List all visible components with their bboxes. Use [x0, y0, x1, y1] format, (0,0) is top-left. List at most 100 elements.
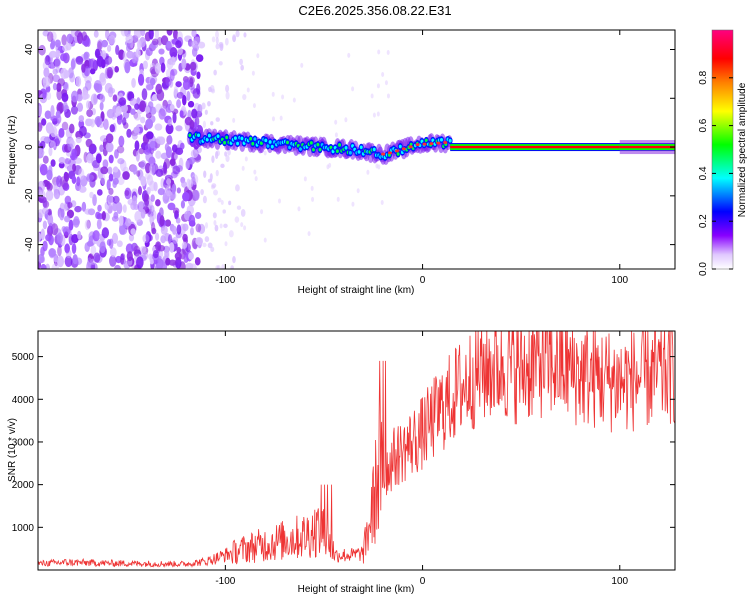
noise-fringe-blob	[239, 58, 243, 66]
noise-blob	[89, 191, 94, 199]
head-track-peak	[298, 147, 302, 151]
carrier-core-end	[619, 145, 675, 149]
noise-blob	[118, 215, 124, 226]
sparse-noise-blob	[334, 119, 338, 125]
noise-blob	[112, 201, 118, 212]
noise-blob	[114, 65, 120, 73]
noise-fringe-blob	[215, 169, 219, 177]
head-track-peak	[309, 141, 313, 145]
noise-fringe-blob	[211, 183, 217, 189]
sparse-noise-blob	[251, 70, 255, 76]
noise-blob	[145, 112, 152, 119]
noise-blob	[118, 135, 125, 147]
noise-blob	[118, 97, 127, 106]
noise-blob	[99, 144, 105, 153]
noise-blob	[115, 105, 122, 116]
noise-blob	[183, 252, 189, 264]
noise-blob	[107, 166, 113, 175]
noise-fringe-blob	[208, 86, 212, 93]
noise-blob	[105, 133, 114, 144]
noise-blob	[108, 187, 114, 196]
noise-blob	[42, 76, 51, 88]
spectrogram-y-tick-label: -40	[24, 237, 35, 252]
sparse-noise-blob	[366, 169, 370, 175]
noise-blob	[125, 243, 134, 254]
noise-blob	[90, 245, 97, 256]
noise-blob	[77, 230, 82, 240]
snr-x-tick-label: -100	[215, 576, 235, 587]
head-track-peak	[270, 144, 274, 149]
sparse-noise-blob	[351, 201, 355, 207]
noise-blob	[43, 67, 50, 78]
noise-blob	[155, 241, 162, 252]
noise-blob	[69, 123, 75, 134]
head-track-hot	[394, 149, 399, 153]
noise-blob	[154, 123, 163, 131]
noise-blob	[93, 94, 98, 104]
noise-blob	[95, 211, 101, 220]
spectrogram-ticks: -100 0 100 -40 -20 0 20 40	[24, 30, 675, 286]
noise-blob	[113, 211, 119, 220]
noise-blob	[78, 168, 85, 181]
noise-blob	[71, 243, 77, 254]
noise-blob	[133, 112, 141, 121]
head-track-hot	[381, 152, 386, 156]
noise-blob	[42, 92, 47, 99]
snr-x-tick-label: 100	[611, 576, 628, 587]
sparse-noise-blob	[347, 52, 351, 58]
noise-fringe-blob	[202, 242, 207, 248]
noise-blob	[139, 160, 147, 170]
sparse-noise-blob	[263, 150, 267, 156]
noise-blob	[176, 187, 181, 194]
noise-blob	[111, 232, 119, 244]
noise-fringe-blob	[204, 222, 209, 229]
noise-blob	[148, 30, 154, 40]
noise-fringe-blob	[203, 170, 207, 178]
noise-blob	[86, 240, 94, 247]
noise-fringe-blob	[200, 188, 204, 196]
noise-fringe-blob	[211, 155, 215, 164]
noise-blob	[72, 254, 78, 265]
noise-blob	[52, 68, 58, 75]
sparse-noise-blob	[220, 200, 224, 206]
noise-blob	[74, 157, 83, 164]
head-track-peak	[197, 133, 201, 138]
head-track-peak	[240, 136, 244, 141]
noise-blob	[112, 177, 119, 185]
noise-blob	[168, 259, 177, 266]
noise-blob	[75, 136, 82, 144]
head-track-peak	[439, 137, 443, 142]
noise-blob	[150, 194, 155, 202]
head-track-peak	[448, 138, 452, 143]
noise-fringe-blob	[215, 30, 219, 39]
noise-blob	[129, 164, 138, 173]
noise-fringe-blob	[228, 200, 232, 206]
noise-blob	[104, 55, 113, 65]
noise-blob	[130, 108, 136, 115]
sparse-noise-blob	[381, 72, 385, 78]
noise-blob	[45, 234, 52, 242]
head-track-hot	[436, 141, 441, 145]
sparse-noise-blob	[253, 169, 257, 175]
noise-blob	[166, 40, 172, 49]
head-track-peak	[207, 133, 211, 138]
noise-blob	[169, 104, 175, 112]
noise-fringe-blob	[209, 173, 213, 181]
sparse-noise-blob	[356, 188, 360, 194]
figure-title: C2E6.2025.356.08.22.E31	[298, 3, 451, 18]
colorbar-tick-label: 0.0	[698, 262, 709, 276]
sparse-noise-blob	[219, 223, 223, 229]
sparse-noise-blob	[310, 185, 314, 191]
noise-blob	[58, 128, 65, 138]
noise-blob	[48, 248, 57, 258]
noise-blob	[133, 30, 142, 39]
noise-blob	[50, 115, 58, 122]
noise-blob	[116, 202, 123, 214]
noise-blob	[139, 246, 147, 253]
noise-fringe-blob	[234, 216, 240, 223]
noise-blob	[133, 126, 140, 134]
noise-blob	[126, 251, 133, 262]
noise-blob	[61, 179, 69, 190]
noise-blob	[67, 202, 73, 209]
